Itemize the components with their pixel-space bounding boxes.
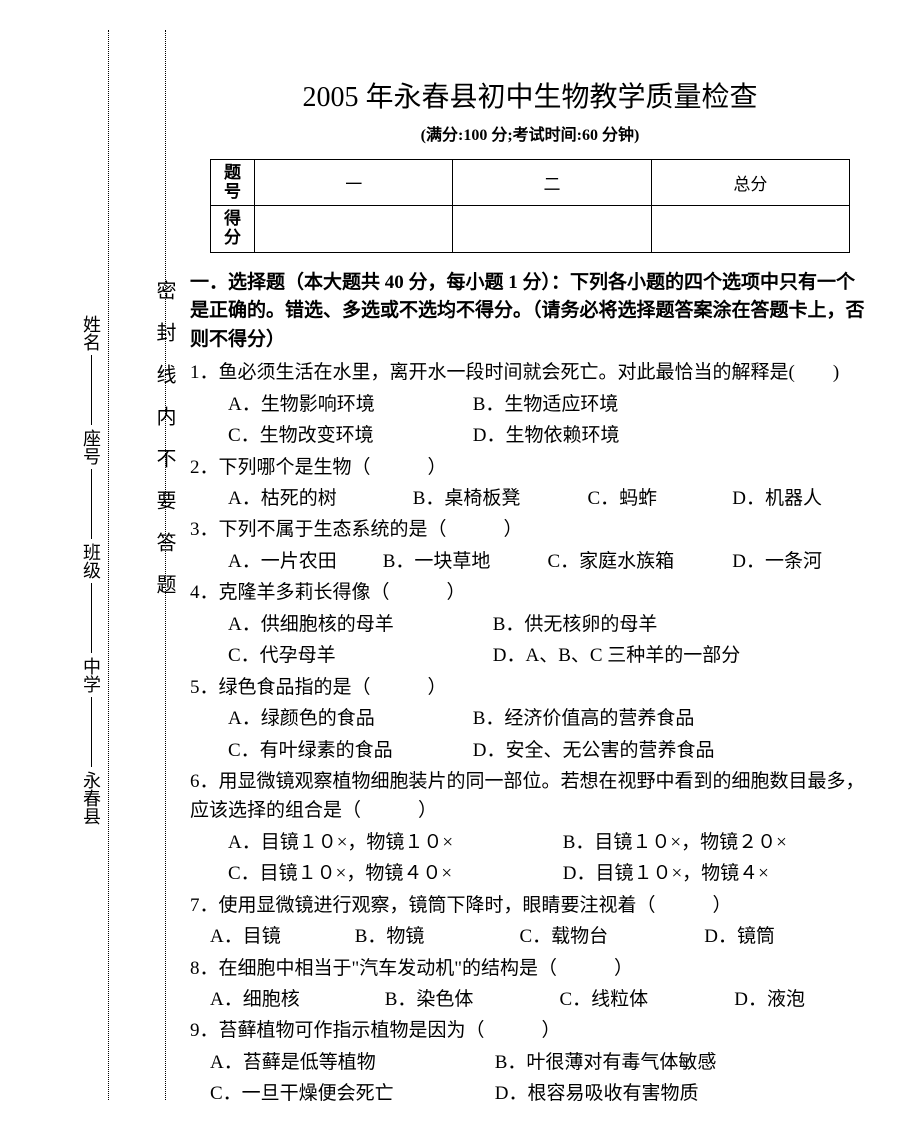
- q4-d: D．A、B、C 三种羊的一部分: [493, 641, 741, 670]
- q8-options: A．细胞核 B．染色体 C．线粒体 D．液泡: [190, 985, 870, 1014]
- exam-title: 2005 年永春县初中生物教学质量检查: [190, 75, 870, 115]
- q7-c: C．载物台: [520, 922, 700, 951]
- q5-c: C．有叶绿素的食品: [228, 736, 468, 765]
- q4-c: C．代孕母羊: [228, 641, 488, 670]
- q1-b: B．生物适应环境: [473, 390, 619, 419]
- q1-options-row2: C．生物改变环境 D．生物依赖环境: [190, 421, 870, 450]
- info-seat: 座号: [78, 429, 104, 465]
- q5-b: B．经济价值高的营养食品: [473, 704, 695, 733]
- row2-label: 得分: [211, 206, 255, 252]
- seal-line-text: 密封线内不要答题: [150, 280, 179, 616]
- q5-options-row2: C．有叶绿素的食品 D．安全、无公害的营养食品: [190, 736, 870, 765]
- q9-c: C．一旦干燥便会死亡: [210, 1079, 490, 1108]
- q5-text: 5．绿色食品指的是（ ）: [190, 673, 870, 702]
- q9-b: B．叶很薄对有毒气体敏感: [495, 1048, 717, 1077]
- dotted-line-left: [108, 30, 109, 1100]
- q3-b: B．一块草地: [383, 547, 543, 576]
- info-class: 班级: [78, 543, 104, 579]
- q5-options-row1: A．绿颜色的食品 B．经济价值高的营养食品: [190, 704, 870, 733]
- q6-d: D．目镜１０×，物镜４×: [563, 859, 769, 888]
- q4-options-row1: A．供细胞核的母羊 B．供无核卵的母羊: [190, 610, 870, 639]
- q4-b: B．供无核卵的母羊: [493, 610, 658, 639]
- q3-a: A．一片农田: [228, 547, 378, 576]
- score-cell-2: [453, 206, 651, 252]
- q2-c: C．蚂蚱: [588, 484, 728, 513]
- q1-d: D．生物依赖环境: [473, 421, 620, 450]
- q9-a: A．苔藓是低等植物: [210, 1048, 490, 1077]
- q2-options: A．枯死的树 B．桌椅板凳 C．蚂蚱 D．机器人: [190, 484, 870, 513]
- q3-c: C．家庭水族箱: [548, 547, 728, 576]
- q5-a: A．绿颜色的食品: [228, 704, 468, 733]
- q8-a: A．细胞核: [210, 985, 380, 1014]
- q6-options-row1: A．目镜１０×，物镜１０× B．目镜１０×，物镜２０×: [190, 828, 870, 857]
- q3-d: D．一条河: [732, 547, 822, 576]
- section-1-header: 一．选择题（本大题共 40 分，每小题 1 分）：下列各小题的四个选项中只有一个…: [190, 269, 870, 355]
- q5-d: D．安全、无公害的营养食品: [473, 736, 715, 765]
- q6-c: C．目镜１０×，物镜４０×: [228, 859, 558, 888]
- q8-text: 8．在细胞中相当于"汽车发动机"的结构是（ ）: [190, 954, 870, 983]
- q7-b: B．物镜: [355, 922, 515, 951]
- q6-options-row2: C．目镜１０×，物镜４０× D．目镜１０×，物镜４×: [190, 859, 870, 888]
- q8-d: D．液泡: [734, 985, 805, 1014]
- q7-d: D．镜筒: [704, 922, 775, 951]
- q6-text: 6．用显微镜观察植物细胞装片的同一部位。若想在视野中看到的细胞数目最多，应该选择…: [190, 767, 870, 826]
- q2-d: D．机器人: [732, 484, 822, 513]
- q1-a: A．生物影响环境: [228, 390, 468, 419]
- student-info-column: 姓名 座号 班级 中学 永春县: [78, 280, 104, 860]
- q9-text: 9．苔藓植物可作指示植物是因为（ ）: [190, 1016, 870, 1045]
- score-cell-1: [255, 206, 453, 252]
- q8-c: C．线粒体: [560, 985, 730, 1014]
- info-name: 姓名: [78, 315, 104, 351]
- info-school: 中学: [78, 657, 104, 693]
- q9-options-row1: A．苔藓是低等植物 B．叶很薄对有毒气体敏感: [190, 1048, 870, 1077]
- col-1-header: 一: [255, 160, 453, 206]
- main-content: 2005 年永春县初中生物教学质量检查 (满分:100 分;考试时间:60 分钟…: [190, 75, 870, 1111]
- q7-text: 7．使用显微镜进行观察，镜筒下降时，眼睛要注视着（ ）: [190, 891, 870, 920]
- q7-options: A．目镜 B．物镜 C．载物台 D．镜筒: [190, 922, 870, 951]
- q8-b: B．染色体: [385, 985, 555, 1014]
- q6-a: A．目镜１０×，物镜１０×: [228, 828, 558, 857]
- q2-text: 2．下列哪个是生物（ ）: [190, 453, 870, 482]
- q2-b: B．桌椅板凳: [413, 484, 583, 513]
- q9-d: D．根容易吸收有害物质: [495, 1079, 699, 1108]
- row1-label: 题号: [211, 160, 255, 206]
- exam-subtitle: (满分:100 分;考试时间:60 分钟): [190, 121, 870, 145]
- q9-options-row2: C．一旦干燥便会死亡 D．根容易吸收有害物质: [190, 1079, 870, 1108]
- q1-options-row1: A．生物影响环境 B．生物适应环境: [190, 390, 870, 419]
- q6-b: B．目镜１０×，物镜２０×: [563, 828, 787, 857]
- col-2-header: 二: [453, 160, 651, 206]
- q2-a: A．枯死的树: [228, 484, 408, 513]
- q7-a: A．目镜: [210, 922, 350, 951]
- q1-c: C．生物改变环境: [228, 421, 468, 450]
- q3-text: 3．下列不属于生态系统的是（ ）: [190, 515, 870, 544]
- q4-a: A．供细胞核的母羊: [228, 610, 488, 639]
- q3-options: A．一片农田 B．一块草地 C．家庭水族箱 D．一条河: [190, 547, 870, 576]
- score-cell-3: [651, 206, 849, 252]
- q4-text: 4．克隆羊多莉长得像（ ）: [190, 578, 870, 607]
- score-table: 题号 一 二 总分 得分: [210, 159, 850, 253]
- q4-options-row2: C．代孕母羊 D．A、B、C 三种羊的一部分: [190, 641, 870, 670]
- q1-text: 1．鱼必须生活在水里，离开水一段时间就会死亡。对此最恰当的解释是( ): [190, 358, 870, 387]
- col-3-header: 总分: [651, 160, 849, 206]
- info-county: 永春县: [78, 771, 104, 825]
